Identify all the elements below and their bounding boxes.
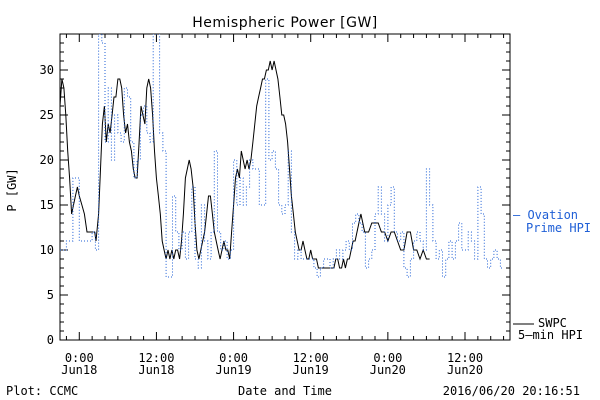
series-ovation-prime-line [60,34,504,278]
x-tick-date-label: Jun19 [293,363,329,377]
x-tick-time-label: 0:00 [219,351,248,365]
footer-left: Plot: CCMC [6,384,78,398]
y-tick-label: 15 [40,198,54,212]
legend-ovation-label-2: Prime HPI [526,221,591,235]
y-axis: 0 5 10 15 20 25 30 [40,33,510,347]
y-axis-label: P [GW] [5,168,19,211]
x-tick-date-label: Jun19 [216,363,252,377]
y-tick-label: 5 [47,288,54,302]
plot-series [60,34,504,278]
x-tick-time-label: 12:00 [293,351,329,365]
chart-title: Hemispheric Power [GW] [192,15,378,31]
y-tick-label: 0 [47,333,54,347]
legend-swpc-label-1: SWPC [538,316,567,330]
x-tick-time-label: 0:00 [373,351,402,365]
series-swpc-line [60,60,430,269]
legend-ovation-label-1: – Ovation [513,208,578,222]
x-tick-date-label: Jun18 [61,363,97,377]
x-tick-date-label: Jun20 [447,363,483,377]
y-tick-label: 20 [40,153,54,167]
x-tick-time-label: 12:00 [447,351,483,365]
x-axis-label: Date and Time [238,384,332,398]
y-tick-label: 25 [40,108,54,122]
plot-axes [59,33,511,341]
y-tick-label: 30 [40,63,54,77]
legend-swpc-label-2: 5–min HPI [518,328,583,342]
x-tick-date-label: Jun20 [370,363,406,377]
x-tick-time-label: 12:00 [138,351,174,365]
x-axis: 0:00Jun1812:00Jun180:00Jun1912:00Jun190:… [61,34,505,377]
plot-frame [59,33,511,341]
y-tick-label: 10 [40,243,54,257]
x-tick-time-label: 0:00 [65,351,94,365]
footer-right: 2016/06/20 20:16:51 [443,384,580,398]
x-tick-date-label: Jun18 [138,363,174,377]
